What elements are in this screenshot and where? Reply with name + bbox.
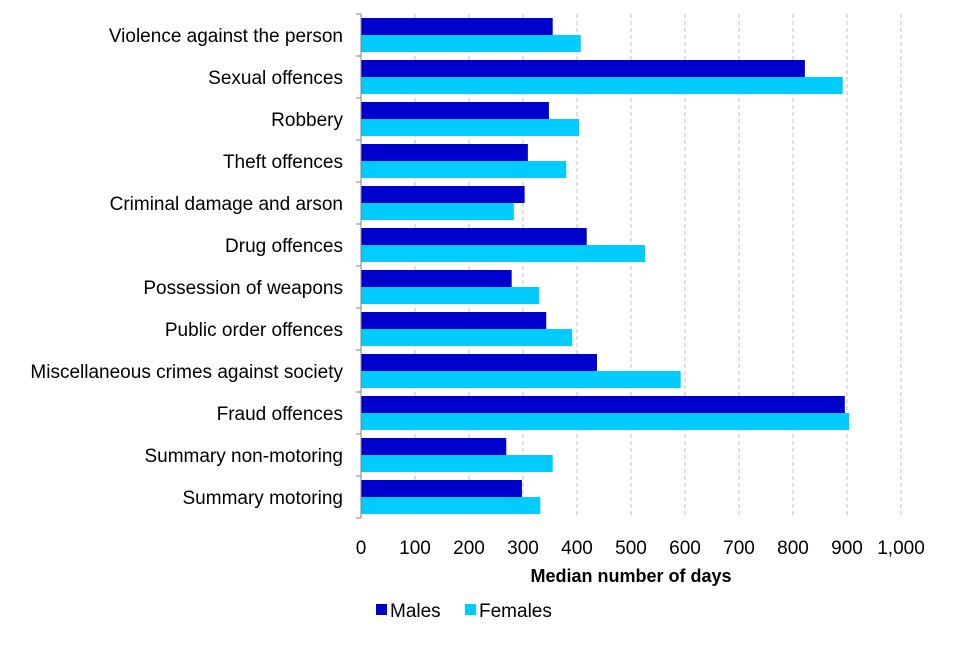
legend: Males Females	[376, 601, 552, 622]
bar-males-4	[361, 186, 525, 203]
bars	[361, 18, 850, 514]
category-label: Violence against the person	[109, 26, 343, 47]
category-label: Fraud offences	[217, 404, 343, 425]
legend-swatch-males	[376, 604, 387, 615]
x-tick-label: 700	[723, 538, 755, 559]
legend-label-males: Males	[390, 601, 441, 622]
legend-swatch-females	[465, 604, 476, 615]
x-tick-label: 200	[453, 538, 485, 559]
x-tick-label: 900	[831, 538, 863, 559]
x-tick-label: 100	[399, 538, 431, 559]
bar-males-7	[361, 312, 547, 329]
bar-males-0	[361, 18, 553, 35]
bar-males-8	[361, 354, 597, 371]
category-label: Criminal damage and arson	[110, 194, 343, 215]
x-tick-labels: 0 100 200 300 400 500 600 700 800 900 1,000	[356, 538, 925, 559]
x-tick-label: 400	[561, 538, 593, 559]
category-label: Drug offences	[225, 236, 343, 257]
category-label: Public order offences	[165, 320, 343, 341]
x-tick-label: 300	[507, 538, 539, 559]
x-tick-label: 800	[777, 538, 809, 559]
bar-males-1	[361, 60, 805, 77]
bar-females-0	[361, 35, 581, 52]
x-axis-title: Median number of days	[530, 566, 731, 586]
bar-females-2	[361, 119, 580, 136]
bar-males-6	[361, 270, 512, 287]
bar-males-11	[361, 480, 522, 497]
category-label: Miscellaneous crimes against society	[30, 362, 343, 383]
bar-females-6	[361, 287, 540, 304]
x-tick-label: 500	[615, 538, 647, 559]
bar-males-2	[361, 102, 549, 119]
bar-females-1	[361, 77, 843, 94]
category-label: Summary motoring	[183, 488, 344, 509]
category-label: Possession of weapons	[143, 278, 343, 299]
category-label: Theft offences	[223, 152, 343, 173]
category-label: Summary non-motoring	[144, 446, 343, 467]
x-tick-label: 600	[669, 538, 701, 559]
bar-females-9	[361, 413, 850, 430]
x-tick-label: 0	[356, 538, 367, 559]
bar-males-10	[361, 438, 507, 455]
bar-females-3	[361, 161, 567, 178]
bar-females-4	[361, 203, 514, 220]
category-label: Sexual offences	[208, 68, 343, 89]
bar-females-7	[361, 329, 573, 346]
x-tick-label: 1,000	[877, 538, 925, 559]
category-label: Robbery	[271, 110, 343, 131]
bar-females-8	[361, 371, 681, 388]
category-labels: Violence against the person Sexual offenc…	[30, 26, 343, 509]
bar-males-3	[361, 144, 528, 161]
legend-label-females: Females	[479, 601, 552, 622]
bar-females-11	[361, 497, 541, 514]
bar-males-5	[361, 228, 587, 245]
bar-females-5	[361, 245, 646, 262]
bar-females-10	[361, 455, 553, 472]
gridlines	[414, 14, 902, 518]
bar-males-9	[361, 396, 845, 413]
axes	[356, 13, 362, 519]
